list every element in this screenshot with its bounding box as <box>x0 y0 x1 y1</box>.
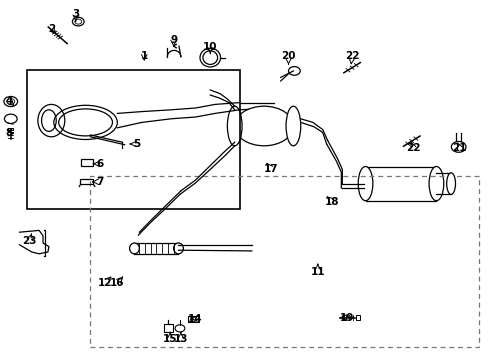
Text: 12: 12 <box>98 278 112 288</box>
Text: 9: 9 <box>170 35 177 45</box>
Bar <box>365 166 435 201</box>
Text: 23: 23 <box>22 236 37 246</box>
Text: 14: 14 <box>188 314 203 324</box>
Bar <box>90 176 478 347</box>
Text: 5: 5 <box>133 139 140 149</box>
Bar <box>355 315 360 320</box>
Text: 13: 13 <box>173 334 188 344</box>
Text: 22: 22 <box>405 143 420 153</box>
Ellipse shape <box>285 106 300 146</box>
Ellipse shape <box>357 166 372 201</box>
Ellipse shape <box>234 106 293 146</box>
Ellipse shape <box>428 166 443 201</box>
Text: 1: 1 <box>141 51 147 61</box>
Text: 4: 4 <box>5 96 13 106</box>
Text: 3: 3 <box>72 9 79 19</box>
Text: 18: 18 <box>325 197 339 207</box>
Text: 6: 6 <box>97 159 103 169</box>
Ellipse shape <box>446 173 455 194</box>
Text: 22: 22 <box>344 51 359 61</box>
Bar <box>8 128 13 130</box>
Text: 11: 11 <box>310 267 325 277</box>
Bar <box>81 159 93 166</box>
Bar <box>27 70 239 209</box>
Ellipse shape <box>129 243 139 254</box>
Text: 16: 16 <box>110 278 124 288</box>
Text: 21: 21 <box>451 143 466 153</box>
Ellipse shape <box>227 106 242 146</box>
Text: 8: 8 <box>5 128 12 138</box>
Circle shape <box>175 325 184 332</box>
Text: 15: 15 <box>163 334 177 344</box>
Text: 7: 7 <box>96 177 104 187</box>
Text: 2: 2 <box>48 24 55 34</box>
Text: 19: 19 <box>339 312 354 323</box>
Text: 10: 10 <box>203 42 217 52</box>
Ellipse shape <box>173 243 183 254</box>
Text: 17: 17 <box>264 164 278 174</box>
Bar <box>188 316 199 322</box>
Text: 20: 20 <box>281 51 295 61</box>
Bar <box>163 324 172 332</box>
Bar <box>80 179 93 184</box>
